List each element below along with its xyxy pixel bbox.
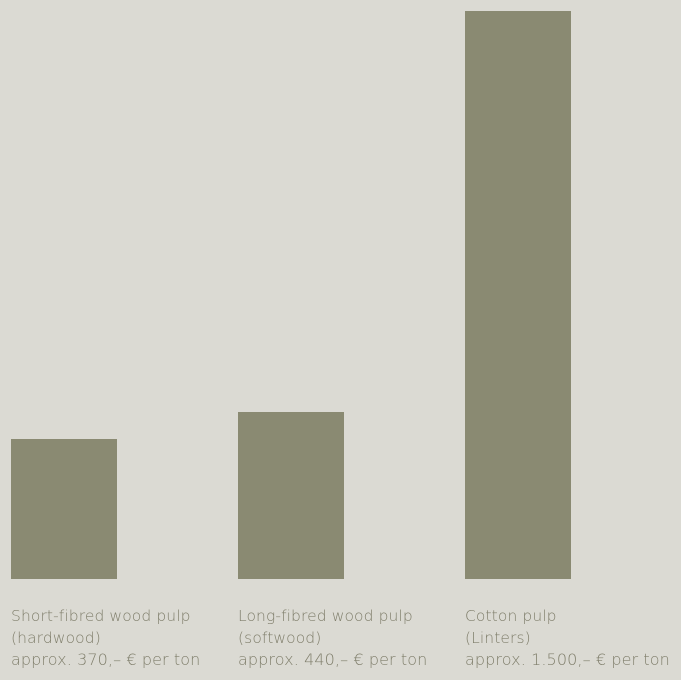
category-label-short-fibred-wood-pulp: Short-fibred wood pulp (hardwood) approx… [11,606,237,671]
bar-cotton-pulp [465,11,571,579]
category-name: Cotton pulp [465,607,557,625]
category-subtitle: (Linters) [465,628,531,647]
category-subtitle: (softwood) [238,628,322,647]
bar-long-fibred-wood-pulp [238,412,344,579]
price-label: approx. 1.500,– € per ton [465,650,670,669]
category-label-long-fibred-wood-pulp: Long-fibred wood pulp (softwood) approx.… [238,606,464,671]
category-name: Long-fibred wood pulp [238,607,413,625]
price-label: approx. 440,– € per ton [238,650,428,669]
bar-short-fibred-wood-pulp [11,439,117,579]
category-subtitle: (hardwood) [11,628,101,647]
category-name: Short-fibred wood pulp [11,607,191,625]
category-label-cotton-pulp: Cotton pulp (Linters) approx. 1.500,– € … [465,606,681,671]
price-label: approx. 370,– € per ton [11,650,201,669]
